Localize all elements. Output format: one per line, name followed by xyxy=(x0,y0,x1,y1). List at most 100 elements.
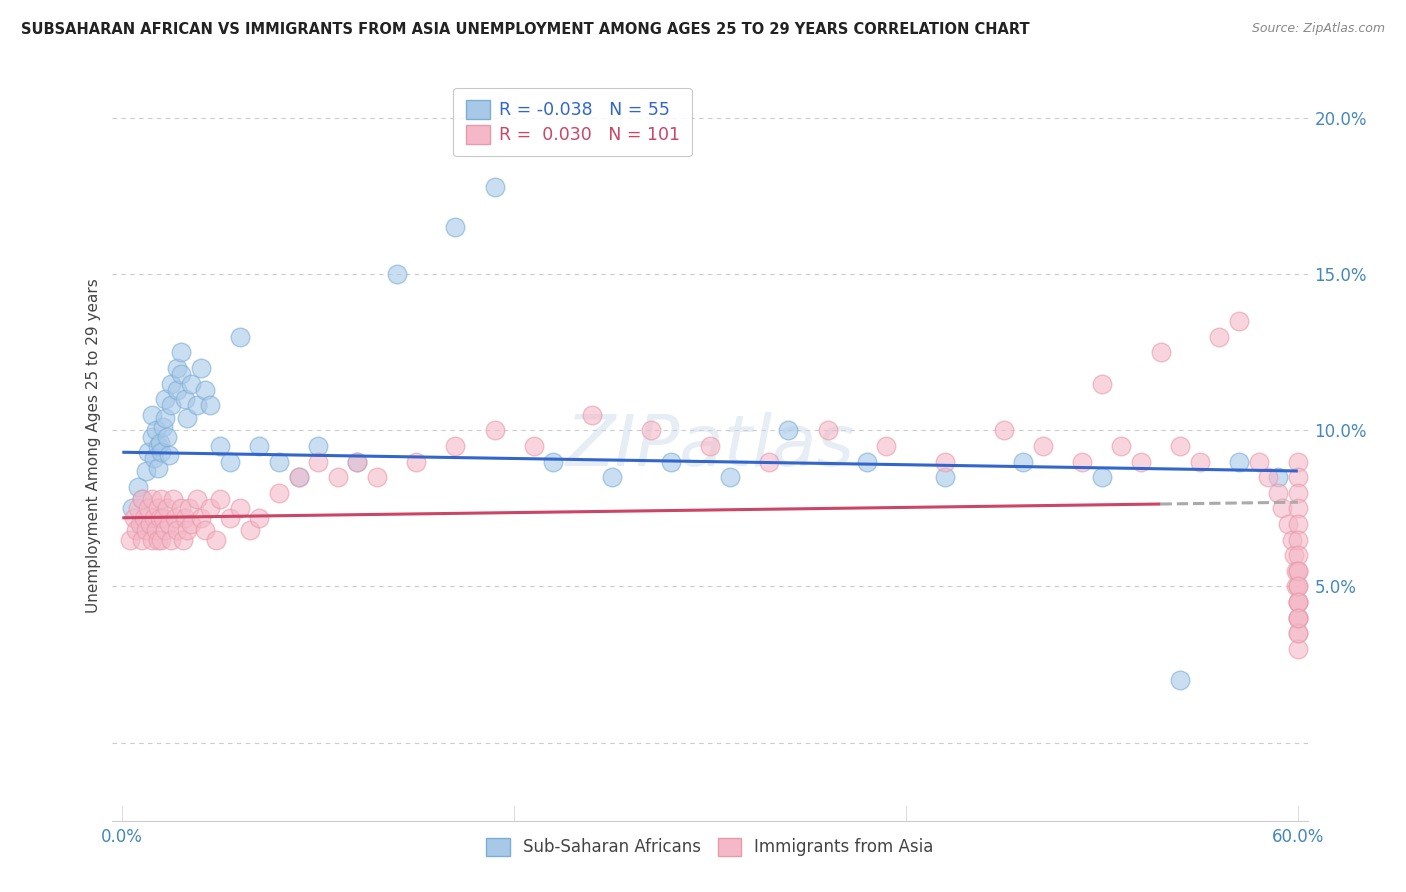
Point xyxy=(287,470,309,484)
Point xyxy=(155,392,177,407)
Point xyxy=(1286,533,1309,547)
Point xyxy=(142,451,165,466)
Point xyxy=(484,424,506,438)
Point xyxy=(640,424,662,438)
Point xyxy=(1286,580,1309,594)
Point xyxy=(1267,485,1289,500)
Point xyxy=(287,470,309,484)
Point xyxy=(1285,580,1308,594)
Point xyxy=(145,523,167,537)
Point xyxy=(132,510,155,524)
Point xyxy=(659,455,682,469)
Point xyxy=(855,455,877,469)
Legend: Sub-Saharan Africans, Immigrants from Asia: Sub-Saharan Africans, Immigrants from As… xyxy=(478,830,942,864)
Point xyxy=(1286,595,1309,609)
Point xyxy=(219,510,242,524)
Point xyxy=(1271,501,1294,516)
Point xyxy=(1286,548,1309,563)
Point xyxy=(1286,642,1309,657)
Point xyxy=(127,480,149,494)
Point xyxy=(131,492,153,507)
Point xyxy=(326,470,349,484)
Point xyxy=(180,517,202,532)
Point xyxy=(543,455,565,469)
Point xyxy=(146,461,169,475)
Point xyxy=(180,376,202,391)
Point xyxy=(156,430,179,444)
Point xyxy=(307,439,329,453)
Point xyxy=(239,523,262,537)
Point xyxy=(170,368,193,382)
Point xyxy=(993,424,1015,438)
Point xyxy=(1286,470,1309,484)
Point xyxy=(1188,455,1211,469)
Point xyxy=(249,439,271,453)
Point xyxy=(156,501,179,516)
Point xyxy=(165,510,187,524)
Point xyxy=(157,449,180,463)
Point xyxy=(177,501,200,516)
Point xyxy=(1286,564,1309,578)
Point xyxy=(170,501,193,516)
Point xyxy=(1286,626,1309,640)
Point xyxy=(166,523,188,537)
Point xyxy=(150,445,173,459)
Point xyxy=(141,430,163,444)
Point xyxy=(229,330,252,344)
Point xyxy=(385,268,408,282)
Point xyxy=(1286,517,1309,532)
Point xyxy=(166,361,188,376)
Point xyxy=(174,392,197,407)
Point xyxy=(484,180,506,194)
Point xyxy=(1286,611,1309,625)
Point xyxy=(209,492,232,507)
Point xyxy=(1286,595,1309,609)
Point xyxy=(1257,470,1279,484)
Point xyxy=(190,361,212,376)
Point xyxy=(600,470,623,484)
Point xyxy=(1247,455,1270,469)
Point xyxy=(1227,455,1250,469)
Y-axis label: Unemployment Among Ages 25 to 29 years: Unemployment Among Ages 25 to 29 years xyxy=(86,278,101,614)
Point xyxy=(267,455,290,469)
Point xyxy=(1267,470,1289,484)
Point xyxy=(1281,533,1303,547)
Point xyxy=(141,533,163,547)
Point xyxy=(122,510,145,524)
Point xyxy=(1286,580,1309,594)
Point xyxy=(141,408,163,422)
Point xyxy=(138,517,160,532)
Point xyxy=(160,533,183,547)
Point xyxy=(127,501,149,516)
Point xyxy=(145,424,167,438)
Point xyxy=(174,510,197,524)
Point xyxy=(1168,673,1191,688)
Point xyxy=(121,501,143,516)
Point xyxy=(209,439,232,453)
Point xyxy=(346,455,368,469)
Point xyxy=(125,523,148,537)
Point xyxy=(155,410,177,425)
Point xyxy=(1012,455,1035,469)
Point xyxy=(249,510,271,524)
Point xyxy=(1277,517,1299,532)
Point xyxy=(146,501,169,516)
Point xyxy=(1091,376,1114,391)
Point xyxy=(160,376,183,391)
Point xyxy=(129,517,152,532)
Point xyxy=(1111,439,1133,453)
Point xyxy=(131,517,153,532)
Point xyxy=(193,383,215,397)
Point xyxy=(1071,455,1094,469)
Point xyxy=(1168,439,1191,453)
Point xyxy=(1286,611,1309,625)
Point xyxy=(1227,314,1250,328)
Point xyxy=(1285,564,1308,578)
Point xyxy=(1130,455,1153,469)
Point xyxy=(150,492,173,507)
Point xyxy=(166,383,188,397)
Point xyxy=(172,533,194,547)
Point xyxy=(141,492,163,507)
Point xyxy=(152,420,174,434)
Point xyxy=(229,501,252,516)
